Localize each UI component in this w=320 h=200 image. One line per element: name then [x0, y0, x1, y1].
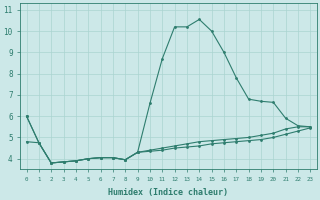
X-axis label: Humidex (Indice chaleur): Humidex (Indice chaleur): [108, 188, 228, 197]
